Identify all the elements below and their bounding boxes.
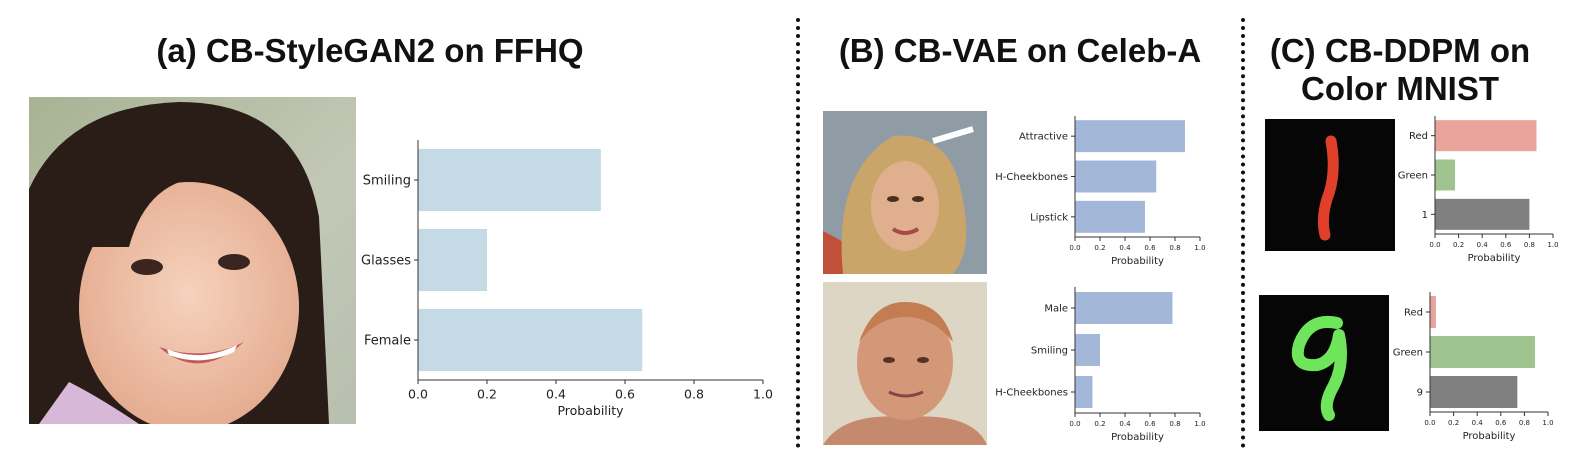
panel-c-title-line1: (C) CB-DDPM on: [1269, 32, 1531, 69]
category-label-a-0: Smiling: [363, 174, 411, 189]
xlabel-b-top: Probability: [1111, 256, 1164, 267]
digit-1-stroke: [1317, 135, 1339, 241]
category-label-c-bottom-2: 9: [1417, 388, 1423, 399]
xtick-label-c-top-0: 0.0: [1429, 241, 1440, 249]
bar-c-top-1: [1435, 159, 1456, 191]
category-label-c-top-0: Red: [1409, 131, 1428, 142]
bar-c-top-2: [1435, 198, 1530, 230]
xlabel-a: Probability: [557, 403, 624, 418]
xtick-label-a-0: 0.0: [408, 387, 428, 402]
bar-b-top-2: [1075, 200, 1145, 233]
bar-b-top-0: [1075, 120, 1185, 153]
bar-b-bottom-0: [1075, 292, 1173, 324]
panel-c-title: (C) CB-DDPM on Color MNIST: [1250, 32, 1550, 108]
xlabel-b-bottom: Probability: [1111, 432, 1164, 443]
bar-b-bottom-2: [1075, 376, 1093, 408]
celeba-face-image-top: [823, 111, 987, 274]
category-label-b-top-1: H-Cheekbones: [995, 172, 1068, 183]
bar-a-0: [418, 149, 601, 211]
xtick-label-b-top-2: 0.4: [1119, 244, 1131, 252]
celeba-face-image-bottom: [823, 282, 987, 445]
panel-a-title: (a) CB-StyleGAN2 on FFHQ: [156, 32, 584, 69]
xtick-label-b-bottom-2: 0.4: [1119, 420, 1131, 428]
xtick-label-b-bottom-0: 0.0: [1069, 420, 1080, 428]
xtick-label-c-top-5: 1.0: [1547, 241, 1558, 249]
xlabel-c-top: Probability: [1468, 253, 1521, 264]
mnist-digit-1-image: [1265, 119, 1395, 251]
divider-right: [1241, 18, 1245, 448]
category-label-b-top-0: Attractive: [1019, 132, 1068, 143]
xtick-label-b-top-1: 0.2: [1094, 244, 1105, 252]
xtick-label-c-bottom-0: 0.0: [1424, 419, 1435, 427]
xtick-label-b-top-0: 0.0: [1069, 244, 1080, 252]
xtick-label-a-3: 0.6: [615, 387, 635, 402]
panel-c-title-line2: Color MNIST: [1301, 70, 1499, 107]
xtick-label-c-bottom-3: 0.6: [1495, 419, 1507, 427]
xtick-label-a-1: 0.2: [477, 387, 497, 402]
digit-9-stroke: [1291, 316, 1347, 421]
xtick-label-b-top-4: 0.8: [1169, 244, 1180, 252]
category-label-c-top-2: 1: [1422, 210, 1428, 221]
bar-b-top-1: [1075, 160, 1157, 193]
xtick-label-c-bottom-1: 0.2: [1448, 419, 1459, 427]
xtick-label-c-bottom-4: 0.8: [1519, 419, 1530, 427]
panel-b-title: (B) CB-VAE on Celeb-A: [838, 32, 1202, 69]
xtick-label-b-top-3: 0.6: [1144, 244, 1156, 252]
xtick-label-c-top-4: 0.8: [1524, 241, 1535, 249]
category-label-b-bottom-2: H-Cheekbones: [995, 388, 1068, 399]
xtick-label-c-top-2: 0.4: [1477, 241, 1489, 249]
bar-c-bottom-2: [1430, 376, 1518, 408]
divider-left: [796, 18, 800, 448]
xtick-label-b-bottom-5: 1.0: [1194, 420, 1205, 428]
category-label-a-1: Glasses: [361, 254, 411, 269]
bar-c-bottom-1: [1430, 336, 1536, 368]
category-label-c-bottom-0: Red: [1404, 308, 1423, 319]
bar-b-bottom-1: [1075, 334, 1100, 366]
bar-c-top-0: [1435, 120, 1537, 152]
bar-a-2: [418, 309, 643, 371]
xtick-label-a-2: 0.4: [546, 387, 566, 402]
xtick-label-b-bottom-1: 0.2: [1094, 420, 1105, 428]
xtick-label-b-bottom-4: 0.8: [1169, 420, 1180, 428]
bar-c-bottom-0: [1430, 296, 1436, 328]
category-label-b-top-2: Lipstick: [1030, 212, 1068, 223]
category-label-c-bottom-1: Green: [1393, 348, 1423, 359]
category-label-b-bottom-0: Male: [1044, 304, 1068, 315]
category-label-c-top-1: Green: [1398, 171, 1428, 182]
xlabel-c-bottom: Probability: [1463, 431, 1516, 442]
xtick-label-c-bottom-5: 1.0: [1542, 419, 1553, 427]
category-label-b-bottom-1: Smiling: [1031, 346, 1068, 357]
category-label-a-2: Female: [364, 334, 411, 349]
xtick-label-a-4: 0.8: [684, 387, 704, 402]
xtick-label-c-bottom-2: 0.4: [1472, 419, 1484, 427]
xtick-label-b-top-5: 1.0: [1194, 244, 1205, 252]
bar-a-1: [418, 229, 487, 291]
xtick-label-c-top-1: 0.2: [1453, 241, 1464, 249]
xtick-label-a-5: 1.0: [753, 387, 773, 402]
mnist-digit-9-image: [1259, 295, 1389, 431]
ffhq-face-image: [29, 97, 356, 424]
xtick-label-c-top-3: 0.6: [1500, 241, 1512, 249]
xtick-label-b-bottom-3: 0.6: [1144, 420, 1156, 428]
